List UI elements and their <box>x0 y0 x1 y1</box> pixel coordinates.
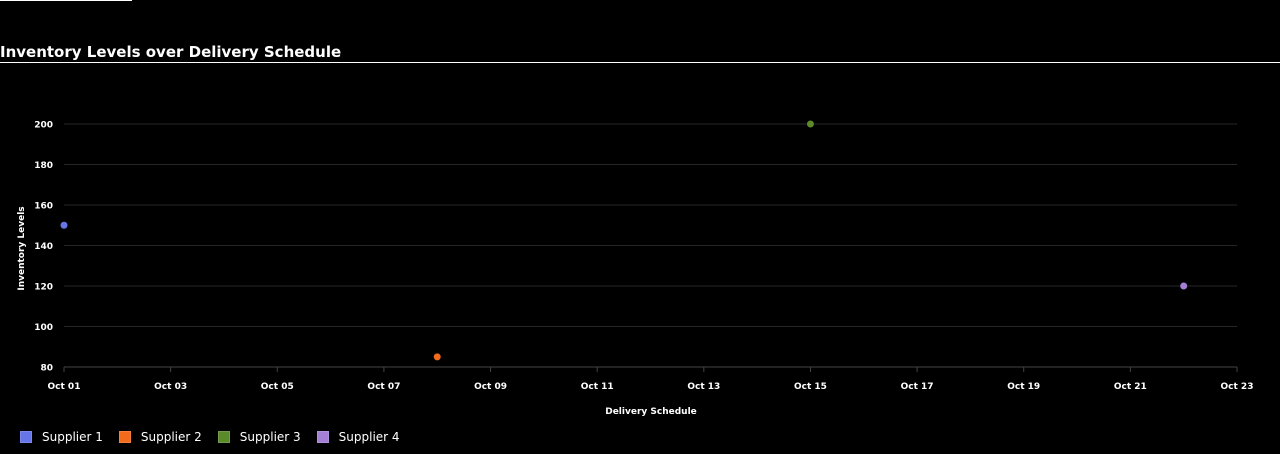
x-tick-label: Oct 03 <box>154 382 187 392</box>
y-tick-label: 160 <box>34 202 53 212</box>
legend-label-supplier-1: Supplier 1 <box>42 430 103 444</box>
x-tick-label: Oct 23 <box>1221 382 1254 392</box>
legend-swatch-supplier-1 <box>20 431 32 443</box>
x-tick-label: Oct 15 <box>794 382 827 392</box>
y-tick-label: 200 <box>34 121 53 131</box>
legend-swatch-supplier-4 <box>316 431 329 443</box>
chart-legend: Supplier 1 Supplier 2 Supplier 3 Supplie… <box>20 430 416 444</box>
x-tick-label: Oct 11 <box>581 382 614 392</box>
data-point-supplier-3 <box>806 120 814 128</box>
legend-item-supplier-4[interactable]: Supplier 4 <box>316 430 400 444</box>
y-tick-label: 180 <box>34 161 53 171</box>
legend-swatch-supplier-3 <box>217 431 230 443</box>
x-tick-label: Oct 13 <box>687 382 720 392</box>
y-tick-label: 140 <box>34 242 53 252</box>
x-tick-label: Oct 19 <box>1007 382 1040 392</box>
y-tick-label: 80 <box>40 364 53 374</box>
y-tick-label: 100 <box>34 323 53 333</box>
data-point-supplier-4 <box>1180 282 1188 290</box>
top-divider <box>0 0 132 1</box>
y-axis-title: Inventory Levels <box>17 206 27 290</box>
x-tick-label: Oct 05 <box>261 382 294 392</box>
x-tick-label: Oct 09 <box>474 382 507 392</box>
legend-label-supplier-4: Supplier 4 <box>338 430 400 444</box>
x-tick-label: Oct 07 <box>367 382 400 392</box>
chart-title: Inventory Levels over Delivery Schedule <box>0 43 342 61</box>
data-point-supplier-1 <box>60 221 68 229</box>
legend-swatch-supplier-2 <box>118 431 131 443</box>
legend-label-supplier-2: Supplier 2 <box>140 430 202 444</box>
x-tick-label: Oct 01 <box>48 382 81 392</box>
x-tick-label: Oct 17 <box>901 382 934 392</box>
title-underline <box>0 62 1280 63</box>
legend-label-supplier-3: Supplier 3 <box>239 430 301 444</box>
x-axis-title: Delivery Schedule <box>605 407 697 417</box>
data-point-supplier-2 <box>433 353 441 361</box>
x-tick-label: Oct 21 <box>1114 382 1147 392</box>
legend-item-supplier-3[interactable]: Supplier 3 <box>217 430 301 444</box>
y-tick-label: 120 <box>34 283 53 293</box>
legend-item-supplier-1[interactable]: Supplier 1 <box>20 430 103 444</box>
legend-item-supplier-2[interactable]: Supplier 2 <box>118 430 202 444</box>
